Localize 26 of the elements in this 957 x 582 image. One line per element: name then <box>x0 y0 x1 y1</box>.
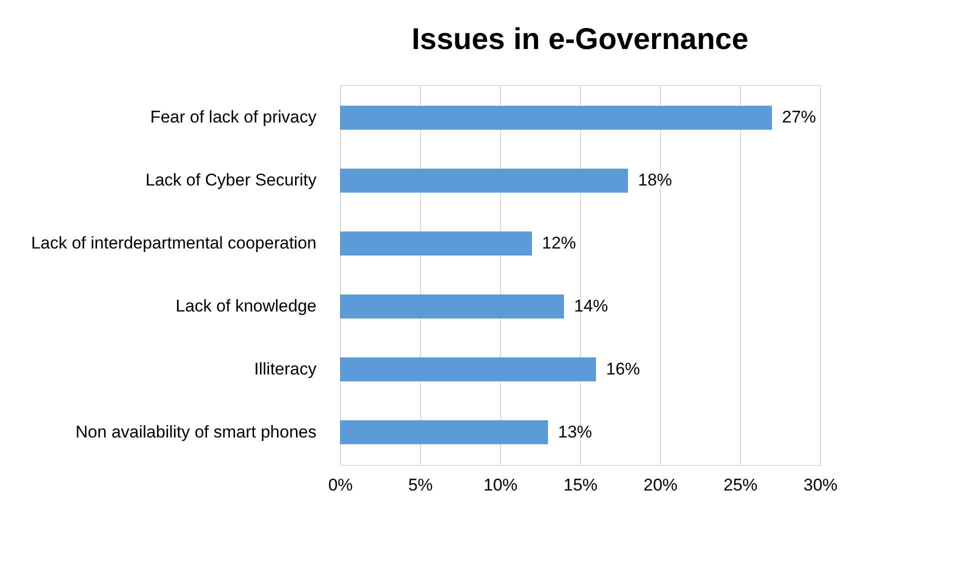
data-label: 18% <box>638 170 672 190</box>
y-tick-label: Lack of knowledge <box>176 296 316 316</box>
x-tick-label: 25% <box>723 476 758 494</box>
data-label: 12% <box>542 234 576 253</box>
x-tick-label: 30% <box>803 476 838 494</box>
data-label: 13% <box>558 422 592 442</box>
bar <box>340 106 772 130</box>
bar <box>340 294 564 318</box>
x-tick-label: 15% <box>563 476 598 494</box>
y-tick-label: Lack of Cyber Security <box>145 170 317 190</box>
x-tick-label: 0% <box>328 476 353 494</box>
bar <box>340 357 596 382</box>
bar <box>340 420 548 444</box>
data-label: 14% <box>574 296 608 316</box>
x-tick-label: 10% <box>483 476 518 494</box>
y-tick-label: Lack of interdepartmental cooperation <box>31 234 316 253</box>
y-tick-label: Fear of lack of privacy <box>150 108 317 127</box>
x-tick-label: 20% <box>643 476 678 494</box>
chart-title: Issues in e-Governance <box>412 23 748 56</box>
bar <box>340 232 532 256</box>
data-label: 27% <box>782 108 816 127</box>
data-label: 16% <box>606 359 640 378</box>
y-tick-label: Illiteracy <box>254 359 317 378</box>
x-tick-label: 5% <box>408 476 433 494</box>
bar <box>340 168 628 193</box>
y-tick-label: Non availability of smart phones <box>76 422 316 442</box>
